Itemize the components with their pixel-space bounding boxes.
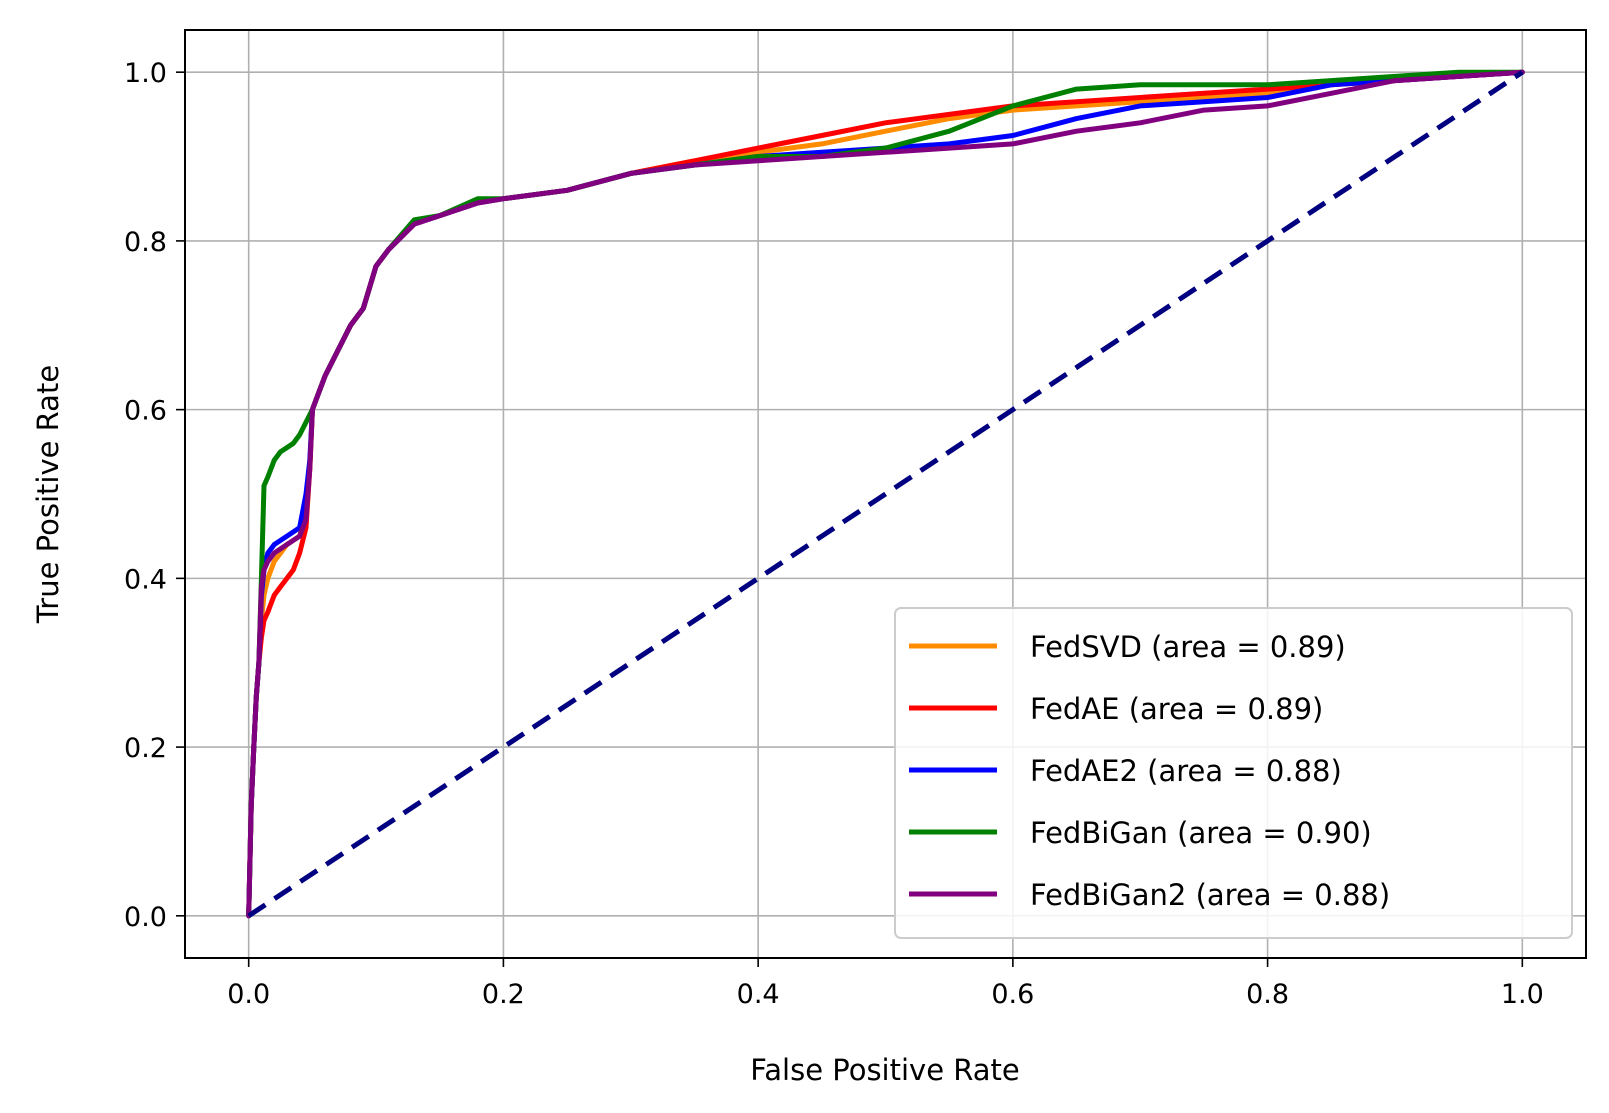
legend-label-fedbigan2: FedBiGan2 (area = 0.88) bbox=[1030, 878, 1390, 912]
chance-reference-line bbox=[247, 70, 1524, 918]
y-tick-label: 0.2 bbox=[124, 733, 167, 764]
plot-frame bbox=[184, 29, 1587, 959]
legend-label-fedae: FedAE (area = 0.89) bbox=[1030, 692, 1323, 726]
grid bbox=[185, 30, 1586, 958]
y-tick-label: 0.6 bbox=[124, 396, 167, 427]
x-tick-label: 1.0 bbox=[1501, 979, 1544, 1010]
legend-box bbox=[894, 607, 1573, 939]
y-axis-ticks: 0.0 0.2 0.4 0.6 0.8 1.0 bbox=[124, 58, 185, 933]
y-tick-label: 1.0 bbox=[124, 58, 167, 89]
legend-label-fedae2: FedAE2 (area = 0.88) bbox=[1030, 754, 1342, 788]
series-line-fedbigan2 bbox=[246, 69, 1525, 919]
y-tick-label: 0.4 bbox=[124, 564, 167, 595]
x-tick-label: 0.8 bbox=[1246, 979, 1289, 1010]
x-tick-label: 0.4 bbox=[737, 979, 780, 1010]
x-axis-ticks: 0.0 0.2 0.4 0.6 0.8 1.0 bbox=[227, 958, 1544, 1010]
x-tick-label: 0.2 bbox=[482, 979, 525, 1010]
y-axis-label: True Positive Rate bbox=[31, 365, 65, 624]
x-axis-label: False Positive Rate bbox=[750, 1053, 1020, 1087]
y-tick-label: 0.0 bbox=[124, 902, 167, 933]
legend-label-fedbigan: FedBiGan (area = 0.90) bbox=[1030, 816, 1372, 850]
plot-lines bbox=[246, 69, 1525, 919]
legend: FedSVD (area = 0.89) FedAE (area = 0.89) F… bbox=[894, 607, 1573, 939]
y-tick-label: 0.8 bbox=[124, 227, 167, 258]
legend-label-fedsvd: FedSVD (area = 0.89) bbox=[1030, 630, 1346, 664]
x-tick-label: 0.0 bbox=[227, 979, 270, 1010]
x-tick-label: 0.6 bbox=[991, 979, 1034, 1010]
